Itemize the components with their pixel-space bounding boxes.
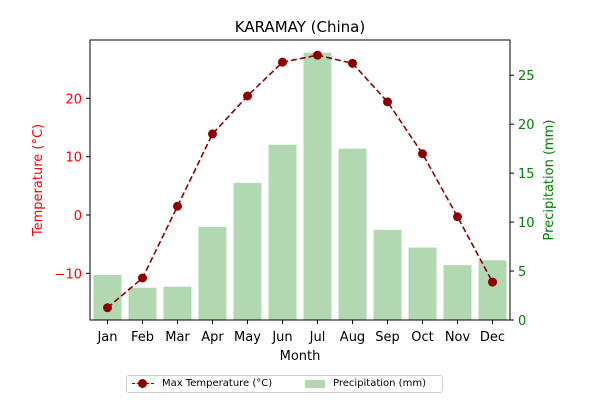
y-left-tick-label: −10 xyxy=(55,267,82,282)
y-right-tick-label: 25 xyxy=(518,69,535,84)
x-tick-label-dec: Dec xyxy=(480,330,505,345)
y-left-tick-label: 0 xyxy=(74,209,82,224)
bar-jan xyxy=(93,274,122,320)
temperature-line xyxy=(106,54,494,309)
y-left-axis-label: Temperature (°C) xyxy=(31,124,46,237)
bar-nov xyxy=(443,265,472,320)
y-right-tick-label: 15 xyxy=(518,167,535,182)
y-right-axis-label: Precipitation (mm) xyxy=(542,120,557,241)
x-tick-label-mar: Mar xyxy=(165,330,190,345)
y-right-tick-label: 10 xyxy=(518,216,535,231)
temperature-point-jul xyxy=(313,50,322,60)
x-tick-label-may: May xyxy=(234,330,261,345)
bar-apr xyxy=(198,226,227,320)
y-right-tick-label: 0 xyxy=(518,314,526,329)
legend-line-marker-icon xyxy=(132,378,154,389)
x-tick-label-aug: Aug xyxy=(340,330,365,345)
x-tick-label-sep: Sep xyxy=(375,330,400,345)
legend: Max Temperature (°C) Precipitation (mm) xyxy=(126,375,443,393)
legend-item-precipitation: Precipitation (mm) xyxy=(305,378,426,389)
temperature-point-sep xyxy=(383,97,392,107)
x-tick-label-nov: Nov xyxy=(445,330,471,345)
temperature-point-mar xyxy=(173,201,182,211)
temperature-point-oct xyxy=(418,149,427,159)
temperature-point-apr xyxy=(208,129,217,139)
y-left-tick-label: 20 xyxy=(65,92,82,107)
temperature-point-jan xyxy=(103,303,112,313)
x-tick-label-apr: Apr xyxy=(201,330,224,345)
bar-dec xyxy=(478,260,507,320)
temperature-point-jun xyxy=(278,57,287,67)
x-tick-label-oct: Oct xyxy=(411,330,433,345)
temperature-point-may xyxy=(243,91,252,101)
bar-oct xyxy=(408,247,437,320)
temperature-point-feb xyxy=(138,273,147,283)
legend-patch-icon xyxy=(305,379,325,388)
plot-frame xyxy=(89,39,511,321)
bar-jul xyxy=(303,52,332,321)
temperature-point-aug xyxy=(348,58,357,68)
bar-mar xyxy=(163,286,192,320)
x-tick-label-feb: Feb xyxy=(131,330,154,345)
legend-label-precipitation: Precipitation (mm) xyxy=(333,378,426,389)
bar-sep xyxy=(373,229,402,320)
chart-title: KARAMAY (China) xyxy=(235,18,365,36)
temperature-point-dec xyxy=(488,277,497,287)
x-tick-label-jun: Jun xyxy=(271,330,292,345)
bar-may xyxy=(233,182,262,320)
y-left-tick-label: 10 xyxy=(65,151,82,166)
x-tick-label-jan: Jan xyxy=(96,330,117,345)
bar-aug xyxy=(338,148,367,320)
y-right-tick-label: 5 xyxy=(518,265,526,280)
temperature-point-nov xyxy=(453,212,462,222)
x-tick-label-jul: Jul xyxy=(309,330,326,345)
legend-label-temperature: Max Temperature (°C) xyxy=(162,378,273,389)
bar-jun xyxy=(268,144,297,320)
bar-feb xyxy=(128,287,157,320)
x-axis-label: Month xyxy=(280,349,321,364)
y-right-tick-label: 20 xyxy=(518,118,535,133)
legend-item-temperature: Max Temperature (°C) xyxy=(132,378,272,389)
